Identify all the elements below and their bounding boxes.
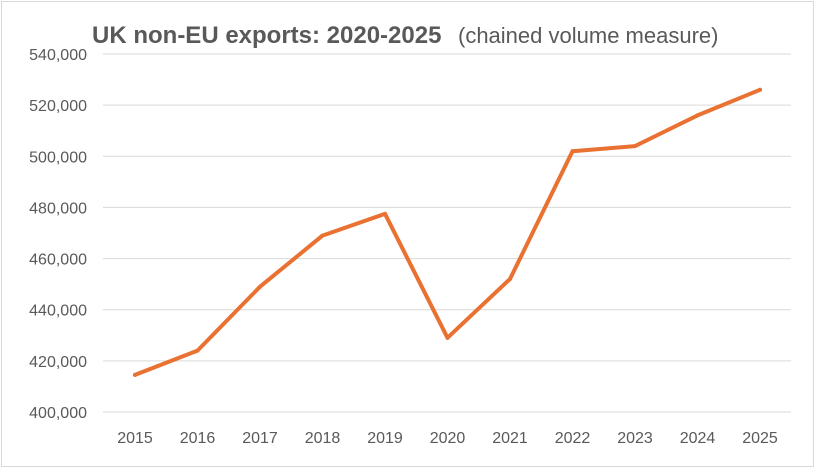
x-tick-label: 2024 [680, 430, 716, 447]
data-point [195, 348, 200, 353]
y-tick-label: 480,000 [29, 200, 87, 217]
data-point [570, 149, 575, 154]
gridlines [103, 53, 791, 413]
x-tick-label: 2015 [117, 430, 153, 447]
y-tick-label: 500,000 [29, 149, 87, 166]
x-tick-label: 2020 [430, 430, 466, 447]
data-point [508, 277, 512, 282]
series-line [133, 87, 762, 377]
data-point [633, 144, 637, 149]
y-tick-label: 540,000 [29, 47, 87, 64]
x-tick-label: 2023 [617, 430, 653, 447]
y-tick-label: 440,000 [29, 303, 87, 320]
chart-subtitle: (chained volume measure) [458, 23, 718, 48]
y-axis-ticks: 400,000 420,000 440,000 460,000 480,000 500,0… [29, 47, 87, 422]
data-point [695, 113, 700, 118]
y-tick-label: 460,000 [29, 252, 87, 269]
data-point [320, 233, 325, 238]
data-point [758, 87, 762, 92]
x-tick-label: 2022 [555, 430, 591, 447]
y-tick-label: 520,000 [29, 98, 87, 115]
data-point [258, 284, 262, 289]
x-tick-label: 2021 [492, 430, 528, 447]
x-tick-label: 2018 [305, 430, 341, 447]
data-point [445, 335, 450, 340]
series-layer [133, 87, 762, 377]
chart-title: UK non-EU exports: 2020-2025 [92, 22, 441, 49]
x-tick-label: 2025 [742, 430, 778, 447]
x-tick-label: 2016 [180, 430, 216, 447]
y-tick-label: 420,000 [29, 354, 87, 371]
x-tick-label: 2017 [242, 430, 278, 447]
y-tick-label: 400,000 [29, 405, 87, 422]
data-point [133, 372, 137, 377]
x-axis-ticks: 2015 2016 2017 2018 2019 2020 2021 2022 2023 2024… [117, 430, 778, 447]
data-point [383, 211, 387, 216]
x-tick-label: 2019 [367, 430, 403, 447]
